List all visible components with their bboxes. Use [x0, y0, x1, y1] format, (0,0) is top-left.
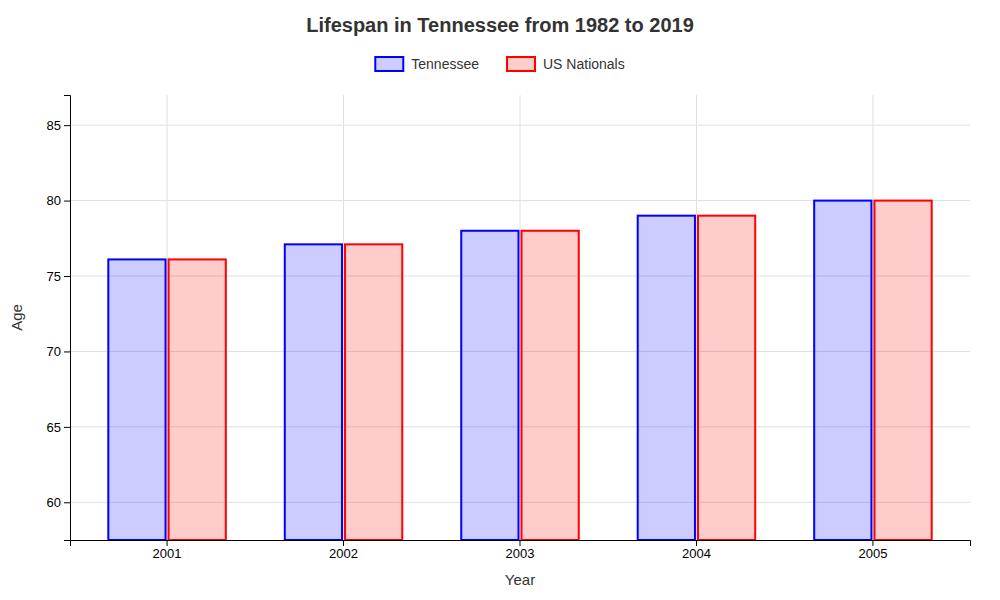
x-tick-label: 2002 — [329, 546, 358, 561]
y-tick-mark — [64, 427, 70, 428]
legend-item: US Nationals — [507, 56, 625, 72]
x-tick: 2003 — [506, 540, 535, 561]
legend-label: Tennessee — [411, 56, 479, 72]
y-tick: 65 — [47, 420, 70, 435]
bar — [814, 201, 871, 540]
x-tick-mark — [520, 540, 521, 546]
x-tick: 2004 — [682, 540, 711, 561]
series — [169, 201, 932, 540]
y-tick: 75 — [47, 269, 70, 284]
bar — [108, 259, 165, 540]
y-tick-label: 60 — [47, 495, 61, 510]
x-tick: 2002 — [329, 540, 358, 561]
y-tick-mark — [64, 201, 70, 202]
x-tick: 2005 — [858, 540, 887, 561]
x-tick-label: 2005 — [858, 546, 887, 561]
x-axis: 2001 2002 2003 2004 2005 — [71, 540, 971, 561]
bar — [285, 244, 342, 540]
y-tick: 60 — [47, 495, 70, 510]
bar — [698, 216, 755, 540]
x-axis-title: Year — [505, 571, 535, 588]
y-axis: 60 65 70 75 80 85 — [47, 96, 71, 541]
x-grid-line — [872, 95, 873, 540]
y-tick-mark — [64, 351, 70, 352]
bar — [638, 216, 695, 540]
legend-swatch — [507, 57, 535, 71]
x-tick-label: 2004 — [682, 546, 711, 561]
x-tick-label: 2001 — [153, 546, 182, 561]
y-tick-label: 80 — [47, 193, 61, 208]
y-tick-mark — [64, 502, 70, 503]
x-grid-line — [343, 95, 344, 540]
bar — [169, 259, 226, 540]
y-axis-line — [64, 96, 71, 541]
plot: 2001 2002 2003 2004 2005 60 65 70 75 80 85 Year Age — [8, 95, 971, 588]
x-grid-line — [696, 95, 697, 540]
legend: Tennessee US Nationals — [375, 56, 624, 72]
grid — [70, 95, 970, 540]
legend-label: US Nationals — [543, 56, 625, 72]
y-tick: 80 — [47, 193, 70, 208]
x-tick-label: 2003 — [506, 546, 535, 561]
x-tick: 2001 — [153, 540, 182, 561]
title: Lifespan in Tennessee from 1982 to 2019 — [306, 14, 694, 36]
bar — [522, 231, 579, 540]
bar — [345, 244, 402, 540]
x-grid-line — [520, 95, 521, 540]
bars — [108, 201, 931, 540]
chart: Lifespan in Tennessee from 1982 to 2019 2… — [0, 0, 1000, 600]
y-tick-label: 65 — [47, 420, 61, 435]
x-tick-mark — [872, 540, 873, 546]
series — [108, 201, 871, 540]
y-tick: 70 — [47, 344, 70, 359]
bar — [461, 231, 518, 540]
y-tick-label: 75 — [47, 269, 61, 284]
legend-swatch — [375, 57, 403, 71]
x-axis-line — [71, 541, 971, 547]
y-tick: 85 — [47, 118, 70, 133]
y-tick-label: 70 — [47, 344, 61, 359]
y-tick-label: 85 — [47, 118, 61, 133]
y-tick-mark — [64, 125, 70, 126]
x-tick-mark — [343, 540, 344, 546]
legend-item: Tennessee — [375, 56, 479, 72]
y-axis-title: Age — [8, 304, 25, 331]
y-tick-mark — [64, 276, 70, 277]
x-tick-mark — [696, 540, 697, 546]
bar — [874, 201, 931, 540]
x-tick-mark — [167, 540, 168, 546]
x-grid-line — [167, 95, 168, 540]
